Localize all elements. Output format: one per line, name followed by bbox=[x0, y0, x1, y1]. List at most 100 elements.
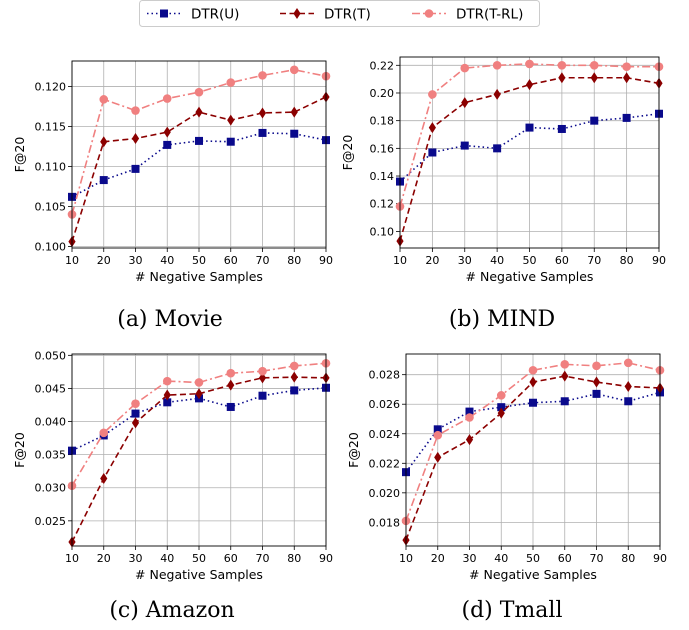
y-axis-label: F@20 bbox=[12, 137, 27, 173]
data-point bbox=[460, 63, 470, 73]
y-axis-label: F@20 bbox=[346, 432, 361, 468]
data-point bbox=[497, 403, 506, 412]
data-point bbox=[433, 430, 443, 440]
data-point bbox=[590, 116, 599, 125]
series-DTR(T-RL) bbox=[401, 358, 665, 526]
legend-label: DTR(T-RL) bbox=[456, 7, 523, 23]
legend-marker bbox=[293, 8, 301, 19]
data-point bbox=[289, 361, 299, 371]
y-tick-label: 0.020 bbox=[369, 487, 401, 500]
data-point bbox=[592, 361, 601, 371]
data-point bbox=[428, 90, 437, 99]
data-point bbox=[131, 164, 140, 173]
x-tick-label: 10 bbox=[393, 254, 407, 267]
data-point bbox=[290, 106, 298, 118]
data-point bbox=[163, 389, 171, 401]
data-point bbox=[131, 417, 140, 429]
series-line bbox=[405, 362, 661, 522]
data-point bbox=[525, 59, 534, 69]
x-tick-label: 30 bbox=[129, 254, 143, 267]
legend-label: DTR(U) bbox=[191, 7, 239, 23]
data-point bbox=[590, 72, 598, 84]
y-tick-label: 0.025 bbox=[35, 515, 67, 528]
y-tick-label: 0.120 bbox=[35, 81, 67, 94]
series-line bbox=[71, 96, 327, 242]
data-point bbox=[592, 389, 601, 398]
data-point bbox=[163, 140, 172, 149]
data-point bbox=[100, 136, 108, 148]
legend-entry-DTR(T): DTR(T) bbox=[280, 7, 371, 23]
data-point bbox=[195, 136, 203, 145]
x-tick-label: 30 bbox=[463, 552, 477, 565]
x-axis-label: # Negative Samples bbox=[466, 269, 594, 284]
x-tick-label: 90 bbox=[652, 254, 666, 267]
data-point bbox=[290, 386, 299, 395]
x-tick-label: 30 bbox=[129, 552, 143, 565]
chart-panel-4: 10 20 30 40 50 60 70 80 90 0.018 0.020 0.022 0.024 0.… bbox=[346, 353, 667, 623]
data-point bbox=[465, 407, 474, 416]
y-tick-label: 0.105 bbox=[35, 200, 67, 213]
y-tick-label: 0.028 bbox=[369, 369, 401, 382]
data-point bbox=[623, 358, 633, 368]
legend-entry-DTR(U): DTR(U) bbox=[147, 7, 239, 23]
data-point bbox=[558, 72, 566, 84]
data-point bbox=[624, 380, 632, 392]
panel-caption: (c) Amazon bbox=[109, 598, 234, 623]
y-tick-label: 0.20 bbox=[370, 87, 395, 100]
data-point bbox=[557, 61, 567, 70]
data-point bbox=[163, 398, 172, 407]
y-tick-label: 0.045 bbox=[35, 382, 67, 395]
y-tick-label: 0.110 bbox=[35, 160, 67, 173]
y-tick-label: 0.12 bbox=[370, 198, 395, 211]
series-DTR(T-RL) bbox=[67, 358, 331, 491]
x-axis-label: # Negative Samples bbox=[135, 269, 263, 284]
series-DTR(T) bbox=[68, 91, 330, 248]
y-tick-label: 0.018 bbox=[369, 516, 401, 529]
y-tick-label: 0.024 bbox=[369, 428, 401, 441]
y-tick-label: 0.14 bbox=[370, 170, 395, 183]
data-point bbox=[99, 176, 108, 185]
data-point bbox=[131, 133, 140, 145]
data-point bbox=[560, 360, 570, 369]
y-tick-label: 0.026 bbox=[369, 398, 401, 411]
x-tick-label: 60 bbox=[224, 552, 238, 565]
data-point bbox=[131, 409, 140, 418]
data-point bbox=[258, 391, 267, 400]
data-point bbox=[162, 94, 172, 103]
x-tick-label: 20 bbox=[425, 254, 439, 267]
axes-frame bbox=[71, 353, 327, 547]
y-axis-label: F@20 bbox=[12, 432, 27, 468]
x-tick-label: 40 bbox=[490, 254, 504, 267]
data-point bbox=[226, 368, 236, 378]
legend: DTR(U) DTR(T) DTR(T-RL) bbox=[139, 0, 540, 27]
legend-entry-DTR(T-RL): DTR(T-RL) bbox=[412, 7, 523, 23]
x-tick-label: 90 bbox=[319, 552, 333, 565]
y-tick-label: 0.10 bbox=[370, 225, 395, 238]
data-point bbox=[623, 72, 631, 84]
x-tick-label: 70 bbox=[256, 254, 270, 267]
data-point bbox=[493, 144, 502, 153]
x-tick-label: 30 bbox=[458, 254, 472, 267]
series-DTR(T-RL) bbox=[395, 59, 664, 211]
x-tick-label: 70 bbox=[587, 254, 601, 267]
chart-panel-2: 10 20 30 40 50 60 70 80 90 0.10 0.12 0.14 0.16 0.18 0.… bbox=[340, 56, 666, 332]
x-tick-label: 80 bbox=[620, 254, 634, 267]
series-line bbox=[399, 112, 660, 183]
data-point bbox=[258, 107, 267, 119]
series-DTR(T-RL) bbox=[67, 65, 331, 219]
legend-marker bbox=[160, 9, 168, 18]
x-tick-label: 50 bbox=[192, 254, 206, 267]
data-point bbox=[493, 88, 501, 100]
x-tick-label: 50 bbox=[523, 254, 537, 267]
x-tick-label: 90 bbox=[319, 254, 333, 267]
data-point bbox=[258, 366, 267, 376]
legend-marker bbox=[424, 9, 434, 18]
y-tick-label: 0.040 bbox=[35, 416, 67, 429]
legend-frame bbox=[139, 0, 540, 27]
x-axis-label: # Negative Samples bbox=[469, 567, 597, 582]
data-point bbox=[465, 413, 474, 422]
y-tick-label: 0.18 bbox=[370, 115, 395, 128]
x-tick-label: 10 bbox=[399, 552, 413, 565]
axes-frame bbox=[71, 60, 327, 249]
